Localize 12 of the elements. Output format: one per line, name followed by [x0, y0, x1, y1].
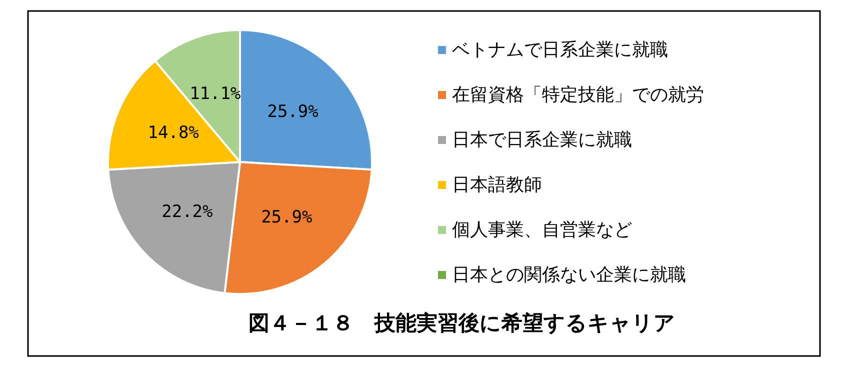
data-label: 14.8%: [148, 123, 199, 144]
legend-label: 在留資格「特定技能」での就労: [452, 84, 704, 106]
data-label: 25.9%: [261, 208, 312, 228]
data-label: 25.9%: [267, 102, 318, 122]
data-label: 11.1%: [190, 84, 241, 104]
legend-label: 日本との関係ない企業に就職: [452, 264, 686, 286]
legend-label: ベトナムで日系企業に就職: [452, 40, 668, 60]
legend-label: 日本語教師: [452, 174, 542, 196]
data-label: 22.2%: [162, 202, 213, 222]
text: 図４－１８ 技能実習後に希望するキャリア: [248, 311, 676, 335]
legend-label: 日本で日系企業に就職: [452, 130, 632, 150]
legend-label: 個人事業、自営業など: [452, 220, 632, 240]
